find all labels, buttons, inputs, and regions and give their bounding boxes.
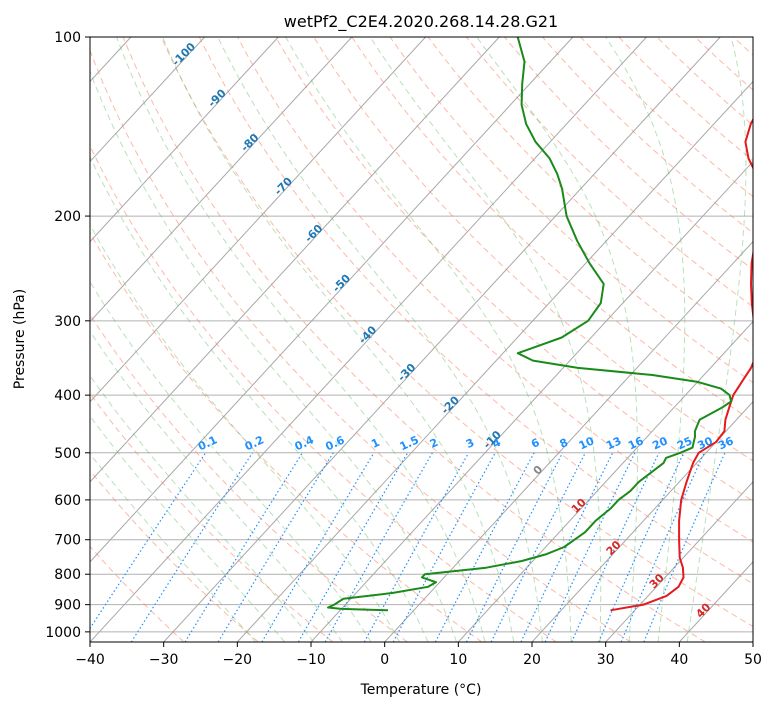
y-tick-label: 900 bbox=[54, 598, 81, 614]
mixing-ratio-label: 2 bbox=[428, 436, 440, 451]
mixing-ratio-line bbox=[621, 453, 704, 642]
dry-adiabat bbox=[619, 37, 775, 642]
y-tick-label: 500 bbox=[54, 446, 81, 462]
isotherm-label: -20 bbox=[439, 393, 462, 416]
mixing-ratio-line bbox=[81, 453, 206, 642]
y-tick-label: 400 bbox=[54, 388, 81, 404]
isotherm-line bbox=[164, 37, 721, 642]
mixing-ratio-line bbox=[491, 453, 585, 642]
warm-isotherm-label: 20 bbox=[604, 538, 624, 558]
mixing-ratio-line bbox=[325, 453, 432, 642]
y-tick-label: 700 bbox=[54, 533, 81, 549]
isotherm-line bbox=[0, 37, 57, 642]
isotherm-label: -100 bbox=[170, 40, 199, 69]
isotherm-line bbox=[0, 37, 278, 642]
mixing-ratio-line bbox=[131, 453, 252, 642]
y-tick-label: 1000 bbox=[45, 625, 81, 641]
isotherm-label: -90 bbox=[205, 86, 228, 109]
moist-adiabat bbox=[0, 37, 285, 642]
moist-adiabat bbox=[78, 37, 457, 642]
x-tick-label: −30 bbox=[149, 652, 179, 668]
x-tick-label: 30 bbox=[597, 652, 615, 668]
isotherm-label: -80 bbox=[238, 131, 261, 154]
dry-adiabat bbox=[238, 37, 775, 642]
mixing-ratio-line bbox=[644, 453, 725, 642]
dry-adiabat bbox=[466, 37, 775, 642]
dry-adiabat bbox=[390, 37, 775, 642]
isotherm-label: -50 bbox=[330, 271, 353, 294]
isotherm-label: -60 bbox=[302, 222, 325, 245]
x-tick-label: 0 bbox=[380, 652, 389, 668]
x-tick-label: 10 bbox=[449, 652, 467, 668]
warm-isotherm-label: 40 bbox=[693, 600, 713, 620]
y-tick-label: 100 bbox=[54, 30, 81, 46]
dry-adiabat bbox=[695, 37, 775, 642]
x-tick-label: −20 bbox=[223, 652, 253, 668]
moist-adiabat bbox=[0, 37, 256, 642]
mixing-ratio-line bbox=[298, 453, 407, 642]
isotherm-line bbox=[385, 37, 775, 642]
mixing-ratio-line bbox=[393, 453, 495, 642]
mixing-ratio-label: 0.4 bbox=[293, 433, 316, 453]
x-tick-label: −10 bbox=[296, 652, 326, 668]
mixing-ratio-label: 16 bbox=[626, 434, 646, 452]
y-tick-label: 200 bbox=[54, 209, 81, 225]
y-axis-label: Pressure (hPa) bbox=[12, 289, 28, 389]
mixing-ratio-line bbox=[185, 453, 302, 642]
mixing-ratio-label: 1.5 bbox=[398, 433, 421, 453]
moist-adiabat bbox=[117, 37, 486, 642]
y-tick-label: 600 bbox=[54, 493, 81, 509]
moist-adiabat bbox=[0, 37, 342, 642]
y-tick-label: 800 bbox=[54, 567, 81, 583]
mixing-ratio-label: 13 bbox=[604, 434, 623, 452]
dry-adiabat bbox=[543, 37, 775, 642]
mixing-ratio-label: 8 bbox=[558, 436, 570, 451]
x-tick-label: 40 bbox=[670, 652, 688, 668]
mixing-ratio-label: 0.2 bbox=[243, 433, 266, 453]
x-axis-label: Temperature (°C) bbox=[360, 682, 482, 698]
moist-adiabat bbox=[370, 37, 601, 642]
dry-adiabat bbox=[9, 37, 482, 642]
y-tick-label: 300 bbox=[54, 314, 81, 330]
isotherm-label: -70 bbox=[272, 175, 295, 198]
dry-adiabat bbox=[0, 37, 333, 642]
dry-adiabat bbox=[733, 37, 775, 642]
temperature-profile bbox=[611, 37, 775, 610]
dry-adiabat bbox=[314, 37, 775, 642]
mixing-ratio-label: 0.1 bbox=[196, 433, 219, 453]
x-tick-label: 50 bbox=[744, 652, 762, 668]
moist-adiabat bbox=[163, 37, 514, 642]
dry-adiabat bbox=[657, 37, 775, 642]
isotherm-line bbox=[16, 37, 573, 642]
plot-frame bbox=[90, 37, 753, 642]
chart-title: wetPf2_C2E4.2020.268.14.28.G21 bbox=[284, 12, 558, 32]
isotherm-line bbox=[0, 37, 352, 642]
dry-adiabat bbox=[771, 37, 775, 642]
x-tick-label: −40 bbox=[75, 652, 105, 668]
isotherm-line bbox=[753, 37, 775, 642]
mixing-ratio-label: 3 bbox=[464, 436, 476, 451]
warm-isotherm-label: 10 bbox=[569, 496, 589, 516]
dry-adiabat bbox=[0, 37, 258, 642]
mixing-ratio-label: 20 bbox=[650, 434, 670, 452]
isotherm-line bbox=[237, 37, 775, 642]
mixing-ratio-label: 1 bbox=[369, 436, 381, 451]
mixing-ratio-line bbox=[262, 453, 374, 642]
isotherm-label: -40 bbox=[356, 323, 379, 346]
mixing-ratio-line bbox=[218, 453, 333, 642]
x-tick-label: 20 bbox=[523, 652, 541, 668]
